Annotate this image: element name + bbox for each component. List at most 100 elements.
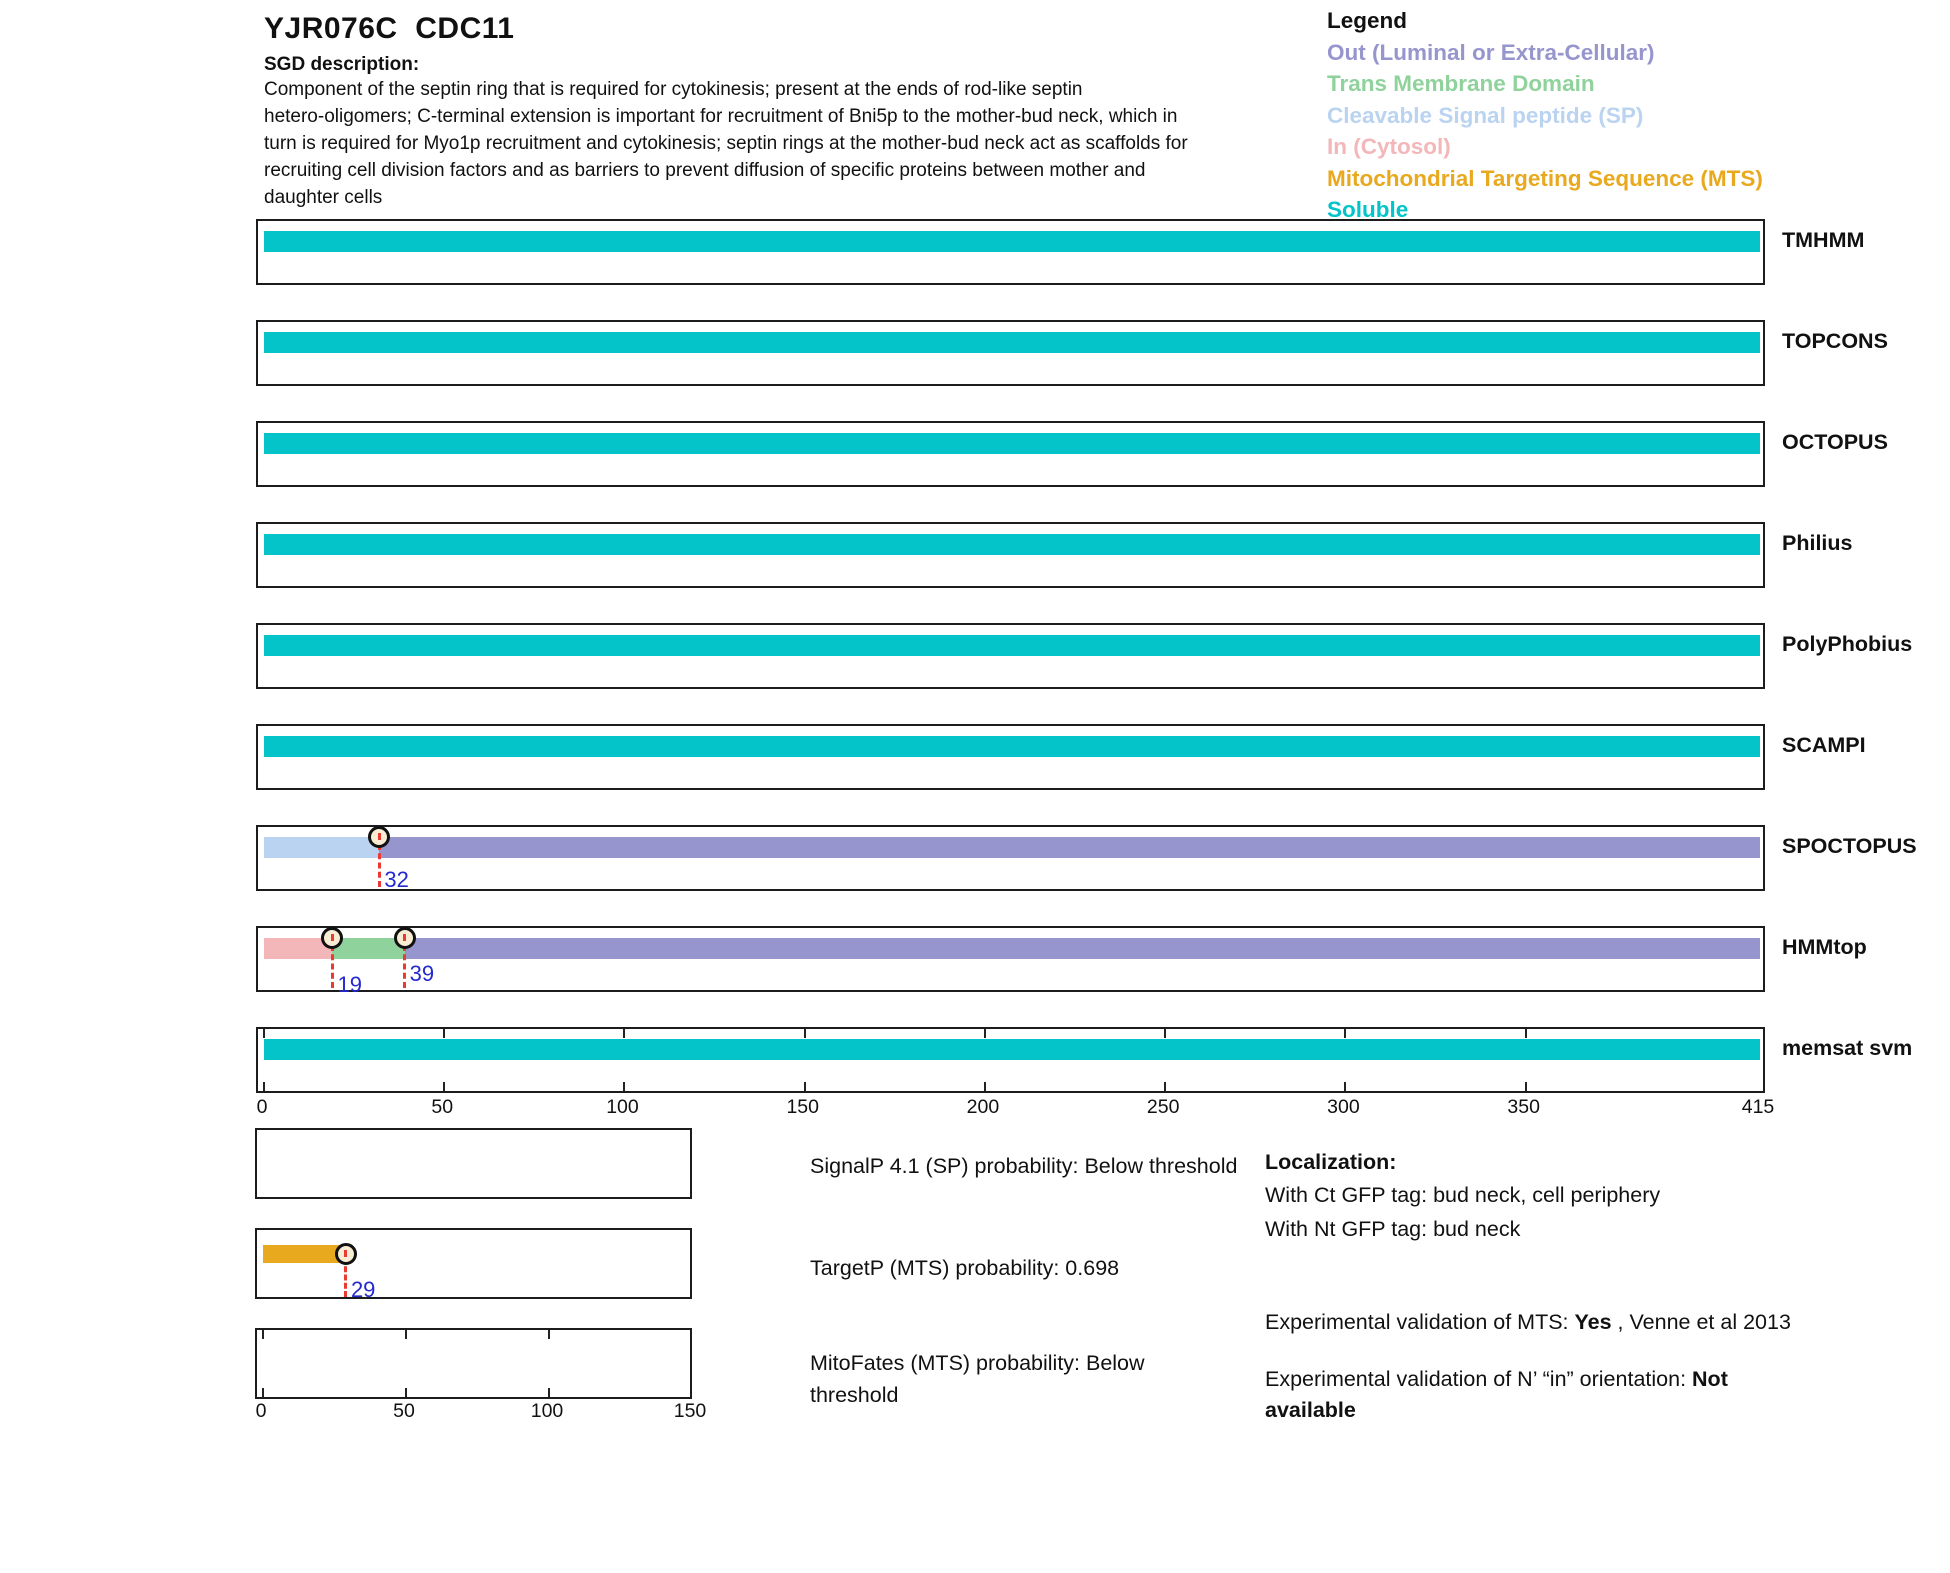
axis-tick-label: 100	[530, 1400, 564, 1422]
ruler-tick	[262, 1388, 264, 1397]
track-bar-segment-sp	[264, 837, 380, 858]
marker-center-dash	[403, 934, 407, 941]
orientation-prefix: Experimental validation of N’ “in” orien…	[1265, 1367, 1693, 1391]
axis-tick-label: 415	[1741, 1096, 1775, 1118]
orientation-validation-line2: available	[1265, 1398, 1356, 1422]
legend-title: Legend	[1327, 8, 1408, 33]
marker-value-label: 32	[384, 867, 409, 892]
track-box-topcons	[256, 320, 1765, 386]
marker-dashed-line	[403, 945, 407, 988]
mts-validation-suffix: , Venne et al 2013	[1611, 1310, 1791, 1334]
ruler-tick	[983, 1029, 986, 1038]
mts-validation-line: Experimental validation of MTS: Yes , Ve…	[1265, 1310, 1791, 1335]
track-bar-segment-soluble	[264, 736, 1760, 757]
track-bar-segment-soluble	[264, 1039, 1760, 1060]
mts-validation-value: Yes	[1574, 1310, 1612, 1334]
sgd-description-line: recruiting cell division factors and as …	[264, 160, 1146, 181]
marker-dashed-line	[344, 1258, 348, 1297]
axis-tick-label: 150	[786, 1096, 819, 1118]
orientation-value-1: Not	[1692, 1367, 1728, 1391]
marker-value-label: 19	[337, 972, 362, 997]
ruler-tick	[1524, 1029, 1527, 1038]
marker-center-dash	[344, 1250, 348, 1257]
localization-title: Localization:	[1265, 1150, 1397, 1174]
axis-tick-label: 250	[1146, 1096, 1180, 1118]
track-box-tmhmm	[256, 219, 1765, 285]
track-box-spoctopus: 32	[256, 825, 1765, 892]
ruler-tick	[405, 1388, 407, 1397]
marker-center-dash	[377, 833, 381, 840]
ruler-tick	[443, 1082, 446, 1091]
page-title: YJR076C CDC11	[264, 12, 515, 45]
ruler-tick	[263, 1082, 265, 1091]
sgd-description-line: turn is required for Myo1p recruitment a…	[264, 133, 1188, 154]
track-bar-segment-out	[404, 938, 1760, 959]
localization-ct-line: With Ct GFP tag: bud neck, cell peripher…	[1265, 1183, 1661, 1207]
track-bar-segment-mts	[263, 1245, 349, 1263]
sgd-description-line: Component of the septin ring that is req…	[264, 79, 1083, 100]
track-label-topcons: TOPCONS	[1782, 329, 1888, 353]
track-bar-segment-soluble	[264, 635, 1760, 656]
track-bar-segment-soluble	[264, 332, 1760, 353]
sgd-description-label: SGD description:	[264, 54, 420, 75]
bottom-track-label-mitofates: MitoFates (MTS) probability: Below thresh…	[810, 1347, 1145, 1411]
ruler-tick	[1344, 1082, 1347, 1091]
bottom-track-box-mitofates	[255, 1328, 692, 1399]
axis-tick-label: 200	[966, 1096, 1000, 1118]
bottom-track-label-line: MitoFates (MTS) probability: Below	[810, 1351, 1145, 1375]
ruler-tick	[443, 1029, 446, 1038]
ruler-tick	[548, 1330, 550, 1339]
axis-tick-label: 0	[255, 1400, 267, 1422]
marker-dashed-line	[377, 844, 381, 887]
axis-tick-label: 50	[431, 1096, 454, 1118]
track-bar-segment-tm	[332, 938, 405, 959]
legend-item-out: Out (Luminal or Extra-Cellular)	[1327, 39, 1655, 65]
track-label-octopus: OCTOPUS	[1782, 430, 1888, 454]
axis-tick-label: 50	[393, 1400, 415, 1422]
track-label-memsat-svm: memsat svm	[1782, 1036, 1913, 1060]
axis-tick-label: 0	[256, 1096, 268, 1118]
axis-tick-label: 350	[1507, 1096, 1540, 1118]
axis-tick-label: 100	[606, 1096, 639, 1118]
track-bar-segment-soluble	[264, 534, 1760, 555]
bottom-track-label-signalp: SignalP 4.1 (SP) probability: Below thre…	[810, 1150, 1237, 1182]
ruler-tick	[803, 1082, 806, 1091]
ruler-tick	[405, 1330, 407, 1339]
track-label-hmmtop: HMMtop	[1782, 935, 1867, 959]
bottom-track-label-line: SignalP 4.1 (SP) probability: Below thre…	[810, 1154, 1238, 1178]
marker-value-label: 39	[409, 961, 435, 986]
bottom-track-label-line: TargetP (MTS) probability: 0.698	[810, 1256, 1120, 1280]
legend-item-mts: Mitochondrial Targeting Sequence (MTS)	[1327, 165, 1763, 191]
track-box-scampi	[256, 724, 1765, 790]
bottom-track-label-line: threshold	[810, 1383, 899, 1407]
legend: Legend Out (Luminal or Extra-Cellular) Tr…	[1327, 5, 1763, 226]
track-box-hmmtop: 19 39	[256, 926, 1765, 997]
orientation-validation-line1: Experimental validation of N’ “in” orien…	[1265, 1367, 1728, 1392]
track-label-tmhmm: TMHMM	[1782, 228, 1865, 252]
track-bar-segment-out	[379, 837, 1760, 858]
ruler-tick	[263, 1029, 265, 1038]
bottom-track-label-targetp: TargetP (MTS) probability: 0.698	[810, 1252, 1119, 1284]
ruler-tick	[623, 1082, 626, 1091]
marker-dashed-line	[330, 945, 334, 988]
legend-item-soluble: Soluble	[1327, 197, 1409, 222]
ruler-tick	[623, 1029, 626, 1038]
legend-item-tm: Trans Membrane Domain	[1327, 71, 1595, 96]
localization-nt-line: With Nt GFP tag: bud neck	[1265, 1217, 1521, 1241]
track-bar-segment-in	[264, 938, 333, 959]
ruler-tick	[1164, 1029, 1167, 1038]
ruler-tick	[983, 1082, 986, 1091]
legend-item-sp: Cleavable Signal peptide (SP)	[1327, 102, 1644, 128]
bottom-track-box-targetp: 29	[255, 1228, 692, 1302]
track-label-polyphobius: PolyPhobius	[1782, 632, 1913, 656]
legend-item-in: In (Cytosol)	[1327, 134, 1451, 159]
track-label-spoctopus: SPOCTOPUS	[1782, 834, 1917, 858]
axis-tick-label: 150	[673, 1400, 707, 1422]
ruler-tick	[803, 1029, 806, 1038]
track-box-philius	[256, 522, 1765, 588]
ruler-tick	[262, 1330, 264, 1339]
track-label-philius: Philius	[1782, 531, 1853, 555]
mts-validation-prefix: Experimental validation of MTS:	[1265, 1310, 1575, 1334]
bottom-track-box-signalp	[255, 1128, 692, 1199]
